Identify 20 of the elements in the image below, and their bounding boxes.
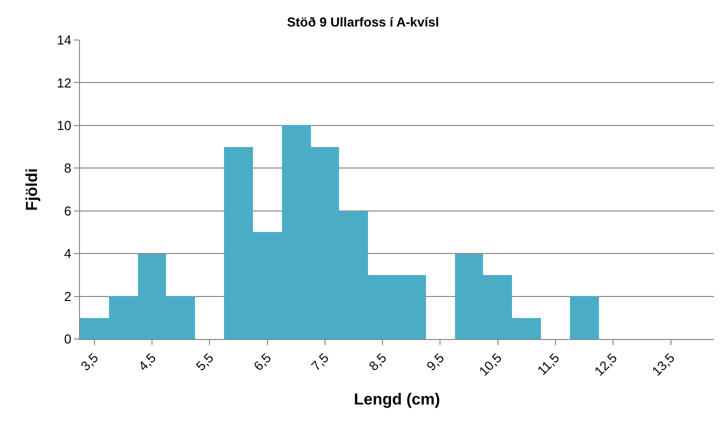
x-tick-label: 3,5	[78, 350, 102, 374]
x-tick-label: 6,5	[250, 350, 274, 374]
x-axis-title: Lengd (cm)	[354, 391, 440, 408]
y-tick-label: 4	[64, 246, 72, 262]
y-tick-label: 6	[64, 203, 72, 218]
chart-title: Stöð 9 Ullarfoss í A-kvísl	[287, 14, 439, 30]
y-tick-label: 2	[64, 288, 72, 304]
x-tick-label: 11,5	[534, 350, 562, 378]
y-tick-label: 0	[64, 332, 72, 347]
x-tick-label: 5,5	[193, 350, 216, 374]
x-tick-label: 7,5	[308, 350, 332, 374]
y-axis-title: Fjöldi	[24, 168, 41, 211]
y-tick-label: 8	[64, 160, 72, 176]
y-tick-label: 10	[56, 118, 72, 133]
x-tick-label: 4,5	[135, 350, 159, 374]
bar	[570, 296, 599, 339]
y-tick-label: 14	[56, 32, 72, 48]
x-tick-label: 8,5	[366, 350, 390, 374]
x-tick-label: 9,5	[424, 350, 447, 374]
y-tick-label: 12	[56, 75, 72, 90]
